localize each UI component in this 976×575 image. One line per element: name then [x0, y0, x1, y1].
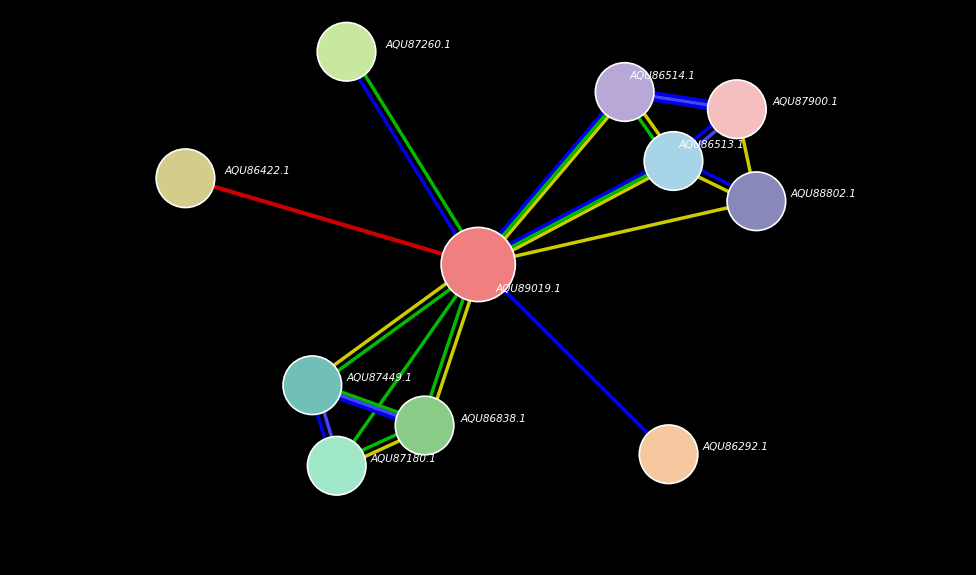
Ellipse shape [317, 22, 376, 81]
Text: AQU86422.1: AQU86422.1 [224, 166, 290, 177]
Ellipse shape [727, 172, 786, 231]
Ellipse shape [283, 356, 342, 415]
Text: AQU87260.1: AQU87260.1 [386, 40, 451, 50]
Text: AQU89019.1: AQU89019.1 [496, 283, 561, 294]
Ellipse shape [644, 132, 703, 190]
Text: AQU87180.1: AQU87180.1 [371, 454, 436, 464]
Text: AQU86513.1: AQU86513.1 [678, 140, 744, 150]
Text: AQU86514.1: AQU86514.1 [630, 71, 695, 81]
Ellipse shape [395, 396, 454, 455]
Text: AQU88802.1: AQU88802.1 [791, 189, 856, 200]
Ellipse shape [441, 227, 515, 302]
Ellipse shape [639, 425, 698, 484]
Text: AQU87900.1: AQU87900.1 [773, 97, 838, 108]
Text: AQU86292.1: AQU86292.1 [703, 442, 768, 453]
Ellipse shape [307, 436, 366, 495]
Ellipse shape [595, 63, 654, 121]
Text: AQU86838.1: AQU86838.1 [461, 413, 526, 424]
Ellipse shape [708, 80, 766, 139]
Text: AQU87449.1: AQU87449.1 [346, 373, 412, 384]
Ellipse shape [156, 149, 215, 208]
